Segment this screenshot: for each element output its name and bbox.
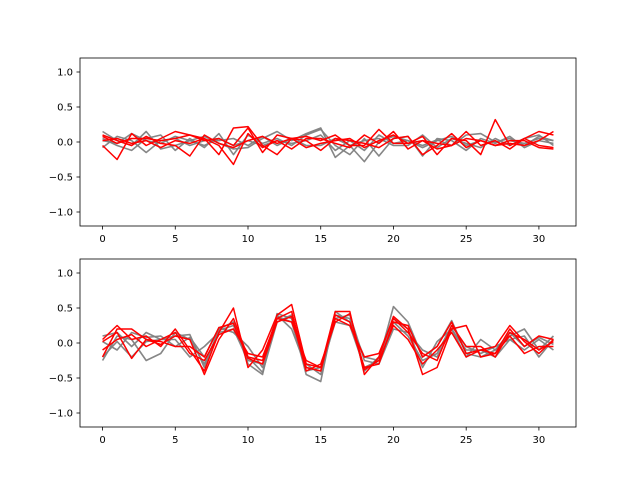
y-tick-label: 1.0 <box>57 68 73 79</box>
x-tick-label: 15 <box>314 435 327 446</box>
x-tick-label: 30 <box>533 435 546 446</box>
y-tick-label: −1.0 <box>49 409 73 420</box>
series-group <box>101 303 555 383</box>
y-tick-label: 0.0 <box>57 339 73 350</box>
y-tick-label: 0.5 <box>57 103 73 114</box>
y-tick-label: −1.0 <box>49 208 73 219</box>
x-tick-label: 0 <box>99 234 105 245</box>
y-tick-label: −0.5 <box>49 173 73 184</box>
x-tick-label: 20 <box>387 234 400 245</box>
series-line-red-8 <box>102 130 554 157</box>
x-tick-label: 5 <box>172 435 178 446</box>
y-tick-label: 1.0 <box>57 269 73 280</box>
subplot-1: 0 5 10 15 20 25 30 −1.0 −0.5 0.0 0.5 1.0 <box>49 57 577 245</box>
x-tick-label: 20 <box>387 435 400 446</box>
series-line-red-7 <box>102 125 554 156</box>
x-tick-label: 15 <box>314 234 327 245</box>
y-tick-label: 0.0 <box>57 138 73 149</box>
series-line-red-8 <box>102 317 554 369</box>
series-group <box>102 118 554 166</box>
series-line-red-6 <box>102 130 554 166</box>
x-tick-label: 10 <box>242 435 255 446</box>
x-tick-label: 25 <box>460 435 473 446</box>
x-tick-label: 25 <box>460 234 473 245</box>
series-line-red-5 <box>102 118 554 156</box>
x-tick-label: 5 <box>172 234 178 245</box>
x-tick-label: 0 <box>99 435 105 446</box>
x-tick-label: 30 <box>533 234 546 245</box>
y-tick-label: −0.5 <box>49 374 73 385</box>
subplots: 0 5 10 15 20 25 30 −1.0 −0.5 0.0 0.5 1.0 0 5 10 15 20 25 3… <box>49 57 577 446</box>
subplot-2: 0 5 10 15 20 25 30 −1.0 −0.5 0.0 0.5 1.0 <box>49 258 577 446</box>
y-tick-label: 0.5 <box>57 304 73 315</box>
x-tick-label: 10 <box>242 234 255 245</box>
